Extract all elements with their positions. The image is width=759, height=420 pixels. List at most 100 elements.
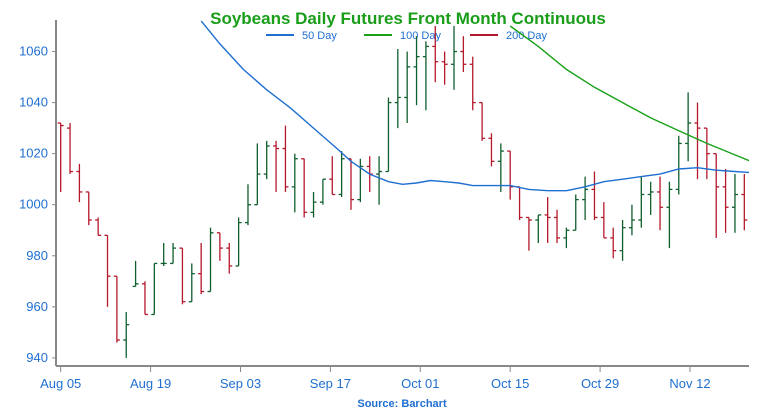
ohlc-bar bbox=[657, 176, 664, 231]
price-bars bbox=[57, 26, 757, 358]
ohlc-bar bbox=[572, 194, 579, 231]
ohlc-bar bbox=[731, 174, 738, 233]
legend-label-200-day: 200 Day bbox=[506, 30, 547, 42]
y-tick-label: 960 bbox=[26, 299, 48, 314]
y-tick-label: 980 bbox=[26, 248, 48, 263]
ohlc-bar bbox=[207, 227, 214, 293]
ohlc-bar bbox=[516, 186, 523, 221]
legend: 50 Day 100 Day 200 Day bbox=[266, 30, 547, 42]
y-tick-label: 1060 bbox=[19, 44, 48, 59]
ohlc-bar bbox=[694, 102, 701, 180]
ohlc-bar bbox=[554, 209, 561, 244]
ohlc-bar bbox=[170, 243, 177, 265]
ohlc-bar bbox=[703, 127, 710, 180]
ohlc-bar bbox=[675, 135, 682, 195]
y-tick-label: 1040 bbox=[19, 95, 48, 110]
ohlc-bar bbox=[525, 216, 532, 251]
x-tick-label: Nov 12 bbox=[669, 376, 710, 391]
ohlc-bar bbox=[226, 243, 233, 274]
ohlc-bar bbox=[600, 202, 607, 239]
ohlc-bar bbox=[638, 176, 645, 228]
x-tick-label: Sep 03 bbox=[220, 376, 261, 391]
ohlc-bar bbox=[263, 140, 270, 180]
ohlc-bar bbox=[497, 143, 504, 192]
ohlc-bar bbox=[441, 51, 448, 85]
ohlc-bar bbox=[751, 182, 757, 259]
ohlc-bar bbox=[376, 156, 383, 205]
ohlc-bar bbox=[273, 140, 280, 192]
ohlc-bar bbox=[357, 158, 364, 203]
ohlc-bar bbox=[451, 26, 458, 90]
moving-average-lines bbox=[200, 20, 749, 192]
ohlc-bar bbox=[741, 174, 748, 231]
ohlc-bar bbox=[422, 41, 429, 111]
x-tick-label: Oct 01 bbox=[401, 376, 439, 391]
ohlc-bar bbox=[535, 214, 542, 244]
source-label: Source: Barchart bbox=[357, 398, 447, 410]
legend-label-50-day: 50 Day bbox=[302, 30, 337, 42]
ohlc-bar bbox=[628, 204, 635, 236]
ohlc-bar bbox=[310, 191, 317, 218]
x-tick-label: Oct 29 bbox=[581, 376, 619, 391]
ohlc-bar bbox=[151, 262, 158, 316]
ohlc-bar bbox=[301, 158, 308, 218]
ohlc-bar bbox=[160, 243, 167, 266]
ohlc-bar bbox=[347, 158, 354, 210]
legend-label-100-day: 100 Day bbox=[400, 30, 441, 42]
ohlc-bar bbox=[67, 123, 74, 175]
ohlc-bar bbox=[647, 181, 654, 215]
y-axis-ticks: 940 960 980 1000 1020 1040 1060 bbox=[19, 44, 56, 365]
ohlc-bar bbox=[610, 227, 617, 259]
ohlc-bar bbox=[432, 26, 439, 83]
ohlc-bar bbox=[544, 197, 551, 244]
y-tick-label: 1000 bbox=[19, 197, 48, 212]
ohlc-bar bbox=[76, 163, 83, 203]
x-axis-ticks: Aug 05 Aug 19 Sep 03 Sep 17 Oct 01 Oct 15 Oct … bbox=[40, 366, 711, 391]
ohlc-bar bbox=[404, 51, 411, 124]
ohlc-bar bbox=[713, 153, 720, 238]
series-line-50-day bbox=[200, 20, 749, 192]
series-line-100-day bbox=[509, 25, 749, 162]
y-tick-label: 940 bbox=[26, 350, 48, 365]
ohlc-bar bbox=[95, 217, 102, 236]
ohlc-bar bbox=[394, 48, 401, 129]
ohlc-bar bbox=[460, 36, 467, 72]
ohlc-bar bbox=[479, 101, 486, 141]
ohlc-bar bbox=[507, 150, 514, 200]
ohlc-bar bbox=[582, 176, 589, 221]
ohlc-bar bbox=[329, 156, 336, 196]
ohlc-bar bbox=[198, 243, 205, 295]
ohlc-bar bbox=[216, 232, 223, 261]
x-tick-label: Sep 17 bbox=[310, 376, 351, 391]
ohlc-bar bbox=[235, 217, 242, 267]
x-tick-label: Oct 15 bbox=[491, 376, 529, 391]
ohlc-bar bbox=[244, 184, 251, 226]
ohlc-bar bbox=[132, 260, 139, 288]
ohlc-bar bbox=[413, 36, 420, 106]
ohlc-bar bbox=[319, 178, 326, 205]
ohlc-bar bbox=[385, 97, 392, 173]
ohlc-bar bbox=[563, 227, 570, 249]
ohlc-bar bbox=[123, 311, 130, 358]
ohlc-bar bbox=[188, 263, 195, 303]
ohlc-bar bbox=[685, 92, 692, 162]
x-tick-label: Aug 05 bbox=[40, 376, 81, 391]
ohlc-bar bbox=[591, 171, 598, 221]
x-tick-label: Aug 19 bbox=[130, 376, 171, 391]
ohlc-bar bbox=[282, 125, 289, 192]
ohlc-bar bbox=[469, 56, 476, 111]
ohlc-bar bbox=[254, 143, 261, 206]
ohlc-bar bbox=[179, 247, 186, 305]
ohlc-bar bbox=[666, 181, 673, 249]
ohlc-bar bbox=[141, 281, 148, 316]
ohlc-bar bbox=[338, 151, 345, 198]
ohlc-bar bbox=[291, 153, 298, 213]
ohlc-bar bbox=[619, 220, 626, 261]
ohlc-bar bbox=[722, 168, 729, 233]
ohlc-bar bbox=[104, 234, 111, 307]
ohlc-bar bbox=[57, 122, 64, 192]
y-tick-label: 1020 bbox=[19, 146, 48, 161]
ohlc-bar bbox=[113, 275, 120, 343]
